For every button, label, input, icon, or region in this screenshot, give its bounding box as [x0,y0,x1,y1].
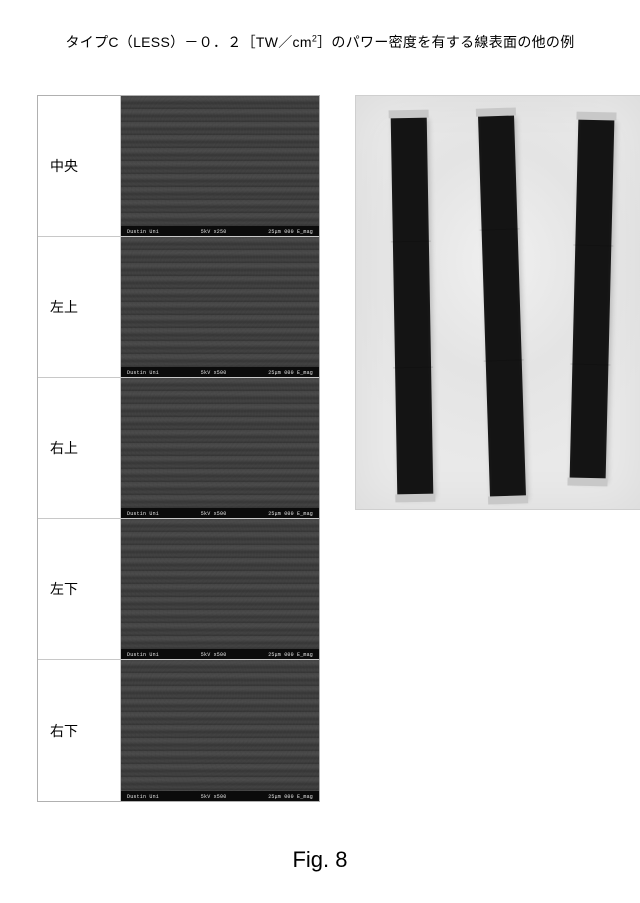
sem-info-mid: 5kV x500 [201,652,227,658]
sem-info-bar: Dustin Uni 5kV x250 25μm 000 E_mag [121,226,319,236]
strip-tip [488,495,528,504]
sem-noise [121,378,319,518]
sem-noise [121,660,319,801]
strip-tip [476,107,516,116]
strip-tip [389,110,429,119]
row-label: 中央 [38,96,121,236]
row-label: 左下 [38,519,121,659]
sem-info-bar: Dustin Uni 5kV x500 25μm 000 E_mag [121,367,319,377]
sample-strip [570,118,615,481]
table-row: 中央 Dustin Uni 5kV x250 25μm 000 E_mag [38,96,319,237]
sem-info-mid: 5kV x500 [201,370,227,376]
strip-tip [395,494,435,503]
sem-noise [121,519,319,659]
table-row: 左上 Dustin Uni 5kV x500 25μm 000 E_mag [38,237,319,378]
sample-strip [478,114,526,499]
sem-info-right: 25μm 000 E_mag [268,511,313,517]
row-label: 左上 [38,237,121,377]
sem-info-text: Dustin Uni 5kV x500 25μm 000 E_mag [127,652,313,658]
sem-info-mid: 5kV x250 [201,229,227,235]
sem-info-right: 25μm 000 E_mag [268,794,313,800]
table-row: 右下 Dustin Uni 5kV x500 25μm 000 E_mag [38,660,319,801]
sem-info-left: Dustin Uni [127,794,159,800]
figure-title-prefix: タイプC（LESS）－０．２［TW／cm [65,34,311,50]
strip-tip [576,112,616,121]
sample-photo [355,95,640,510]
sem-info-right: 25μm 000 E_mag [268,229,313,235]
table-row: 左下 Dustin Uni 5kV x500 25μm 000 E_mag [38,519,319,660]
sem-image: Dustin Uni 5kV x500 25μm 000 E_mag [121,237,319,377]
strip-tip [567,477,607,486]
sem-info-left: Dustin Uni [127,652,159,658]
sem-info-text: Dustin Uni 5kV x250 25μm 000 E_mag [127,229,313,235]
sem-info-left: Dustin Uni [127,229,159,235]
sem-info-mid: 5kV x500 [201,511,227,517]
sem-image: Dustin Uni 5kV x500 25μm 000 E_mag [121,378,319,518]
sem-info-mid: 5kV x500 [201,794,227,800]
sem-info-right: 25μm 000 E_mag [268,370,313,376]
sem-noise [121,96,319,236]
sem-info-bar: Dustin Uni 5kV x500 25μm 000 E_mag [121,508,319,518]
sem-info-right: 25μm 000 E_mag [268,652,313,658]
sem-image: Dustin Uni 5kV x500 25μm 000 E_mag [121,519,319,659]
figure-title-suffix: ］のパワー密度を有する線表面の他の例 [317,34,574,50]
sem-image: Dustin Uni 5kV x500 25μm 000 E_mag [121,660,319,801]
row-label: 右上 [38,378,121,518]
figure-caption: Fig. 8 [0,847,640,873]
sem-info-text: Dustin Uni 5kV x500 25μm 000 E_mag [127,794,313,800]
sem-info-bar: Dustin Uni 5kV x500 25μm 000 E_mag [121,791,319,801]
table-row: 右上 Dustin Uni 5kV x500 25μm 000 E_mag [38,378,319,519]
sem-table: 中央 Dustin Uni 5kV x250 25μm 000 E_mag 左上 [37,95,320,802]
figure-title: タイプC（LESS）－０．２［TW／cm2］のパワー密度を有する線表面の他の例 [0,32,640,52]
sample-strip [391,116,434,497]
row-label: 右下 [38,660,121,801]
sem-info-text: Dustin Uni 5kV x500 25μm 000 E_mag [127,511,313,517]
sem-noise [121,237,319,377]
sem-info-left: Dustin Uni [127,511,159,517]
sem-info-left: Dustin Uni [127,370,159,376]
sem-info-bar: Dustin Uni 5kV x500 25μm 000 E_mag [121,649,319,659]
sem-image: Dustin Uni 5kV x250 25μm 000 E_mag [121,96,319,236]
sem-info-text: Dustin Uni 5kV x500 25μm 000 E_mag [127,370,313,376]
